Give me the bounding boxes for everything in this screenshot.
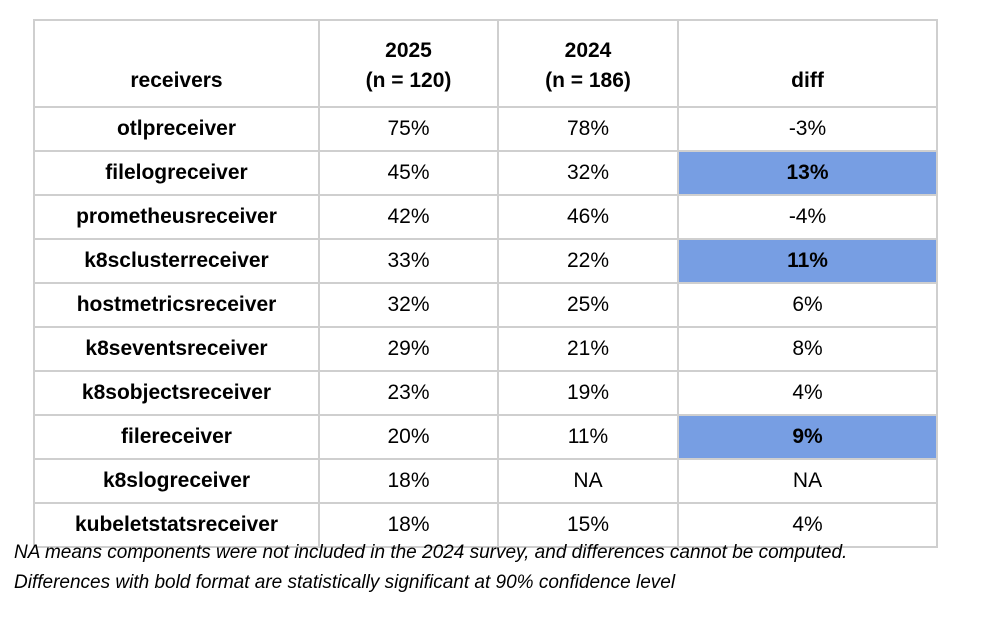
value-diff: 11%: [677, 238, 938, 284]
receiver-name: hostmetricsreceiver: [33, 282, 320, 328]
table-row: k8seventsreceiver 29% 21% 8%: [33, 326, 938, 372]
value-diff: 13%: [677, 150, 938, 196]
value-diff: 4%: [677, 502, 938, 548]
receiver-name: k8slogreceiver: [33, 458, 320, 504]
value-2024: 19%: [497, 370, 679, 416]
header-2025: 2025 (n = 120): [318, 19, 499, 108]
value-diff: NA: [677, 458, 938, 504]
value-2024: NA: [497, 458, 679, 504]
value-2024: 32%: [497, 150, 679, 196]
value-2024: 78%: [497, 106, 679, 152]
value-2024: 21%: [497, 326, 679, 372]
value-2025: 32%: [318, 282, 499, 328]
header-receivers: receivers: [33, 19, 320, 108]
footnote-na: NA means components were not included in…: [14, 542, 848, 563]
value-2024: 46%: [497, 194, 679, 240]
table-row: filelogreceiver 45% 32% 13%: [33, 150, 938, 196]
value-2025: 29%: [318, 326, 499, 372]
footnote-significance: Differences with bold format are statist…: [14, 572, 676, 593]
table-row: k8sobjectsreceiver 23% 19% 4%: [33, 370, 938, 416]
table-row: k8sclusterreceiver 33% 22% 11%: [33, 238, 938, 284]
value-2025: 42%: [318, 194, 499, 240]
receiver-name: filelogreceiver: [33, 150, 320, 196]
receiver-name: k8sobjectsreceiver: [33, 370, 320, 416]
value-diff: 4%: [677, 370, 938, 416]
value-2024: 22%: [497, 238, 679, 284]
receiver-name: kubeletstatsreceiver: [33, 502, 320, 548]
value-2024: 15%: [497, 502, 679, 548]
header-2024: 2024 (n = 186): [497, 19, 679, 108]
receiver-name: k8sclusterreceiver: [33, 238, 320, 284]
value-2024: 11%: [497, 414, 679, 460]
receiver-name: filereceiver: [33, 414, 320, 460]
receiver-name: otlpreceiver: [33, 106, 320, 152]
value-2024: 25%: [497, 282, 679, 328]
value-2025: 23%: [318, 370, 499, 416]
value-2025: 18%: [318, 502, 499, 548]
header-text: receivers: [130, 69, 223, 92]
receiver-name: prometheusreceiver: [33, 194, 320, 240]
table-row: prometheusreceiver 42% 46% -4%: [33, 194, 938, 240]
value-2025: 20%: [318, 414, 499, 460]
value-diff: -4%: [677, 194, 938, 240]
value-diff: 9%: [677, 414, 938, 460]
receivers-table: receivers 2025 (n = 120) 2024 (n = 186) di…: [33, 19, 938, 548]
receiver-name: k8seventsreceiver: [33, 326, 320, 372]
table-row: hostmetricsreceiver 32% 25% 6%: [33, 282, 938, 328]
value-2025: 45%: [318, 150, 499, 196]
table-row: kubeletstatsreceiver 18% 15% 4%: [33, 502, 938, 548]
value-diff: 8%: [677, 326, 938, 372]
table-row: otlpreceiver 75% 78% -3%: [33, 106, 938, 152]
table-row: filereceiver 20% 11% 9%: [33, 414, 938, 460]
header-text: diff: [791, 69, 824, 92]
value-2025: 75%: [318, 106, 499, 152]
header-subtext: (n = 186): [545, 69, 631, 92]
header-diff: diff: [677, 19, 938, 108]
value-diff: -3%: [677, 106, 938, 152]
value-2025: 33%: [318, 238, 499, 284]
value-2025: 18%: [318, 458, 499, 504]
table-row: k8slogreceiver 18% NA NA: [33, 458, 938, 504]
header-row: receivers 2025 (n = 120) 2024 (n = 186) di…: [33, 19, 938, 108]
header-subtext: (n = 120): [365, 69, 452, 92]
header-text: 2025: [385, 39, 432, 62]
header-text: 2024: [564, 39, 612, 62]
value-diff: 6%: [677, 282, 938, 328]
